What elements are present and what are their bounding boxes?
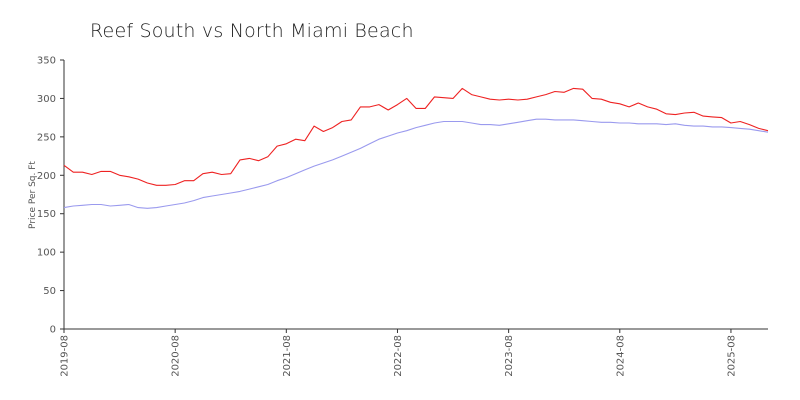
x-tick: 2025-08 [726, 329, 737, 377]
y-tick-label: 350 [37, 56, 56, 67]
y-tick-label: 0 [50, 325, 56, 336]
x-tick-label: 2024-08 [615, 335, 626, 377]
x-axis: 2019-08 2020-08 2021-08 2022-08 2023-08 2024-… [60, 328, 768, 377]
y-tick: 0 [50, 325, 64, 336]
x-tick: 2019-08 [60, 329, 71, 377]
y-tick: 250 [37, 132, 64, 143]
y-tick: 50 [43, 286, 64, 297]
y-tick-label: 250 [37, 132, 56, 143]
y-tick-label: 100 [37, 248, 56, 259]
y-tick-label: 150 [37, 209, 56, 220]
x-tick: 2022-08 [393, 329, 404, 377]
y-tick: 100 [37, 248, 64, 259]
x-tick-label: 2019-08 [60, 335, 71, 377]
y-tick: 300 [37, 94, 64, 105]
x-tick-label: 2020-08 [171, 335, 182, 377]
chart-title: Reef South vs North Miami Beach [90, 20, 414, 42]
y-tick: 200 [37, 171, 64, 182]
y-axis: 0 50 100 150 200 250 300 350 [37, 56, 65, 336]
y-tick-label: 200 [37, 171, 56, 182]
x-tick: 2023-08 [504, 329, 515, 377]
y-tick: 150 [37, 209, 64, 220]
y-tick-label: 300 [37, 94, 56, 105]
x-tick: 2021-08 [282, 329, 293, 377]
x-tick-label: 2023-08 [504, 335, 515, 377]
series-layer [63, 87, 769, 209]
y-tick: 350 [37, 56, 64, 67]
x-tick-label: 2025-08 [726, 335, 737, 377]
series-line-2 [63, 118, 769, 209]
x-tick: 2024-08 [615, 329, 626, 377]
series-line-1 [63, 87, 769, 186]
y-axis-label: Price Per Sq. Ft [28, 161, 38, 229]
x-tick: 2020-08 [171, 329, 182, 377]
y-tick-label: 50 [43, 286, 56, 297]
x-tick-label: 2022-08 [393, 335, 404, 377]
x-tick-label: 2021-08 [282, 335, 293, 377]
